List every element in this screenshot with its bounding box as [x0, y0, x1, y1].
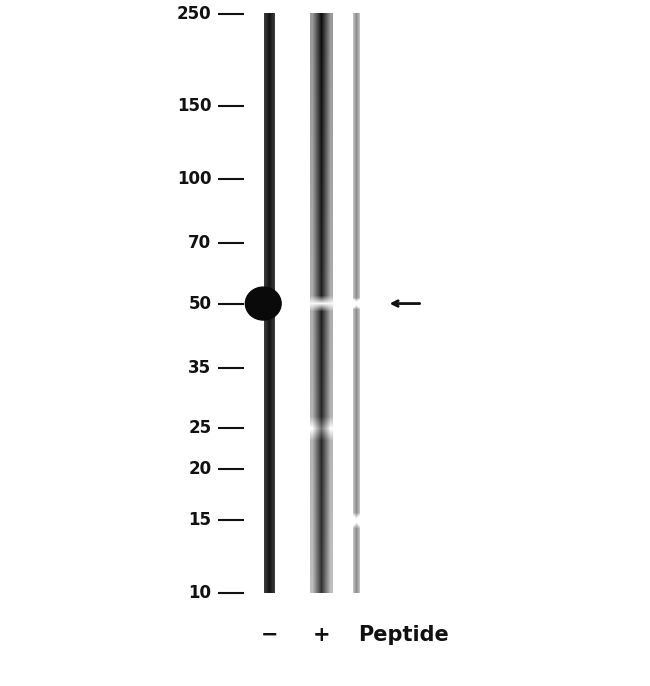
- Text: 70: 70: [188, 234, 211, 252]
- Text: 100: 100: [177, 169, 211, 188]
- Text: 20: 20: [188, 460, 211, 477]
- Text: 150: 150: [177, 97, 211, 115]
- Text: −: −: [261, 624, 278, 645]
- Text: 50: 50: [188, 294, 211, 313]
- Text: 10: 10: [188, 584, 211, 602]
- Text: Peptide: Peptide: [358, 624, 448, 645]
- Text: 15: 15: [188, 511, 211, 530]
- Ellipse shape: [246, 287, 281, 320]
- Text: 25: 25: [188, 419, 211, 438]
- Text: 250: 250: [177, 5, 211, 23]
- Text: 35: 35: [188, 359, 211, 377]
- Text: +: +: [313, 624, 331, 645]
